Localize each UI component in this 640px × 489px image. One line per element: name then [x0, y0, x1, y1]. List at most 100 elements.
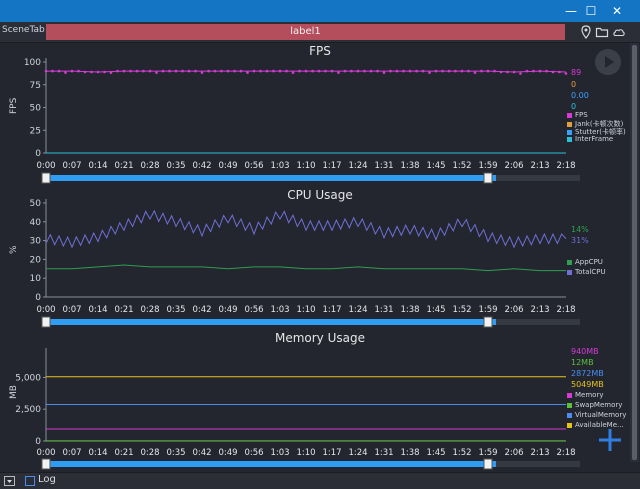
log-checkbox[interactable]	[25, 476, 35, 486]
fps-legend-value-fps: 89	[571, 68, 582, 77]
x-tick-label: 0:14	[88, 161, 107, 171]
x-tick-label: 0:07	[62, 161, 81, 171]
x-tick-label: 0:35	[166, 305, 185, 315]
x-tick-label: 1:24	[348, 305, 367, 315]
slider-range	[50, 175, 496, 181]
close-icon[interactable]: ✕	[611, 4, 623, 18]
fps-point	[207, 69, 210, 73]
x-tick-label: 1:45	[426, 305, 445, 315]
x-tick-label: 2:13	[530, 161, 549, 171]
cloud-icon[interactable]	[612, 24, 626, 40]
label1-bar: label1	[46, 24, 565, 40]
x-tick-label: 1:10	[296, 305, 315, 315]
memory-legend-value-virtual: 2872MB	[571, 369, 604, 378]
fps-legend-value-interframe: 0	[571, 102, 577, 111]
x-tick-label: 0:14	[88, 448, 107, 458]
plus-icon[interactable]	[596, 426, 624, 454]
fps-point	[148, 69, 152, 73]
fps-point	[532, 69, 535, 73]
x-tick-label: 2:13	[530, 305, 549, 315]
y-tick-label: 10	[30, 274, 42, 284]
fps-legend-value-stutter: 0.00	[571, 91, 589, 100]
fps-point	[460, 69, 464, 73]
x-tick-label: 0:00	[36, 305, 55, 315]
y-tick-label: 2,500	[15, 405, 41, 415]
folder-icon[interactable]	[595, 24, 609, 40]
fps-point	[246, 71, 249, 74]
window-titlebar: — ☐ ✕	[0, 0, 640, 22]
fps-point	[395, 69, 399, 73]
x-tick-label: 1:59	[478, 448, 497, 458]
fps-point	[363, 69, 366, 73]
memory-legend-item-swap: SwapMemory	[567, 401, 622, 409]
x-tick-label: 2:06	[504, 305, 523, 315]
fps-point	[155, 71, 158, 74]
slider-handle-right	[483, 458, 493, 470]
scene-tab[interactable]: SceneTab	[2, 25, 45, 35]
fps-point	[330, 69, 334, 73]
fps-point	[434, 69, 438, 73]
x-tick-label: 2:06	[504, 161, 523, 171]
x-tick-label: 1:59	[478, 161, 497, 171]
x-tick-label: 0:42	[192, 448, 211, 458]
x-tick-label: 0:07	[62, 448, 81, 458]
fps-point	[44, 69, 48, 73]
cpu-panel-title: CPU Usage	[287, 188, 353, 202]
series-line-appcpu	[46, 264, 566, 272]
y-tick-label: 0	[35, 149, 41, 159]
fps-point	[174, 69, 178, 73]
x-tick-label: 0:49	[218, 305, 237, 315]
fps-point	[421, 69, 425, 73]
fps-point	[298, 69, 301, 73]
x-tick-label: 1:52	[452, 161, 471, 171]
play-icon[interactable]	[594, 48, 622, 76]
y-tick-label: 50	[30, 104, 42, 114]
memory-legend-value-memory: 940MB	[571, 347, 599, 356]
fps-legend-value-jank: 0	[571, 80, 577, 89]
x-tick-label: 2:18	[556, 161, 575, 171]
x-tick-label: 1:17	[322, 448, 341, 458]
x-tick-label: 1:45	[426, 161, 445, 171]
fps-point	[239, 69, 243, 73]
minimize-icon[interactable]: —	[565, 4, 577, 18]
fps-point	[324, 69, 327, 73]
memory-legend-item-memory: Memory	[567, 391, 603, 399]
x-tick-label: 0:21	[114, 448, 133, 458]
cpu-legend-item-app: AppCPU	[567, 258, 603, 266]
fps-point	[408, 69, 412, 73]
x-tick-label: 2:13	[530, 448, 549, 458]
fps-point	[311, 69, 314, 73]
fps-point	[194, 69, 197, 73]
fps-point	[200, 71, 204, 74]
x-tick-label: 1:31	[374, 305, 393, 315]
location-pin-icon[interactable]	[579, 24, 593, 40]
y-tick-label: 40	[30, 218, 42, 228]
x-tick-label: 0:00	[36, 161, 55, 171]
x-tick-label: 0:56	[244, 161, 263, 171]
slider-handle-left	[41, 172, 51, 184]
fps-point	[129, 69, 132, 73]
x-tick-label: 1:59	[478, 305, 497, 315]
x-tick-label: 0:28	[140, 448, 159, 458]
y-tick-label: 50	[30, 199, 42, 209]
x-tick-label: 2:06	[504, 448, 523, 458]
fps-point	[272, 69, 275, 73]
fps-point	[187, 69, 191, 73]
fps-point	[135, 69, 139, 73]
scrollbar-thumb[interactable]	[632, 45, 637, 460]
x-tick-label: 0:28	[140, 305, 159, 315]
x-tick-label: 1:52	[452, 448, 471, 458]
fps-point	[558, 70, 561, 74]
dropdown-icon[interactable]	[4, 476, 15, 486]
y-tick-label: 0	[35, 293, 41, 303]
vertical-scrollbar[interactable]	[630, 43, 639, 462]
slider-handle-left	[41, 458, 51, 470]
fps-point	[525, 69, 529, 73]
cpu-legend-value-total: 31%	[571, 236, 589, 245]
fps-point	[350, 69, 353, 73]
fps-point	[259, 69, 262, 73]
maximize-icon[interactable]: ☐	[585, 4, 597, 18]
fps-point	[70, 69, 74, 73]
fps-point	[291, 71, 295, 74]
